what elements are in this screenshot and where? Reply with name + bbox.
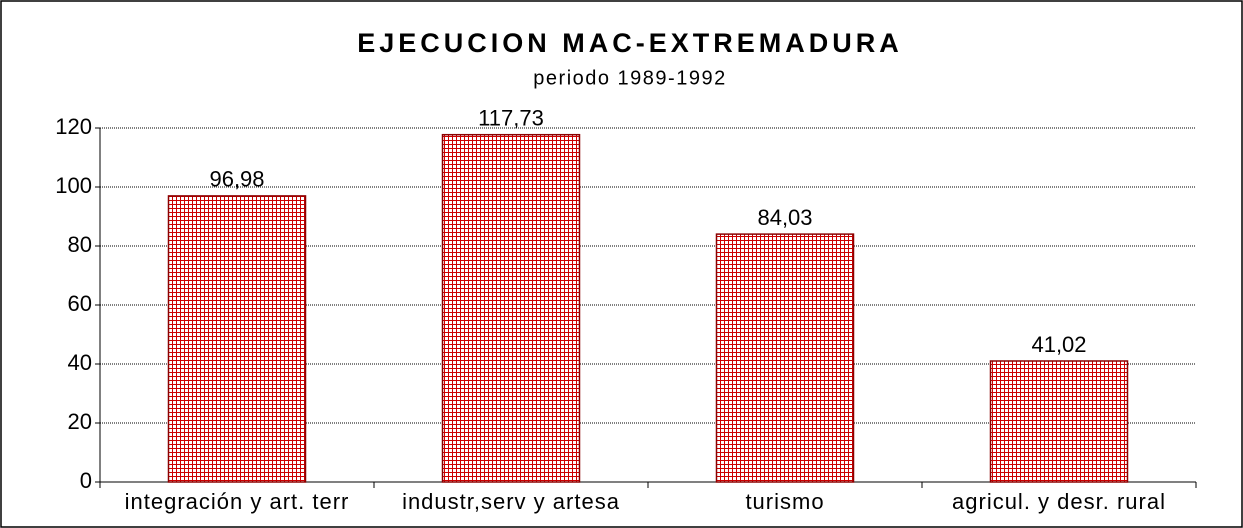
- x-tick-label: industr,serv y artesa: [402, 489, 620, 514]
- y-tick-label: 40: [68, 350, 92, 375]
- y-tick-label: 100: [55, 173, 92, 198]
- y-tick-label: 20: [68, 409, 92, 434]
- x-tick-label: turismo: [745, 489, 824, 514]
- x-tick-label: agricul. y desr. rural: [952, 489, 1166, 514]
- data-label: 41,02: [1031, 332, 1086, 357]
- data-label: 117,73: [478, 106, 544, 131]
- bar: [167, 195, 307, 483]
- bar: [989, 360, 1129, 483]
- y-tick-label: 0: [80, 468, 92, 493]
- bar: [715, 233, 855, 483]
- bar: [441, 133, 581, 483]
- chart-title: EJECUCION MAC-EXTREMADURA: [357, 28, 903, 58]
- chart-subtitle: periodo 1989-1992: [533, 67, 726, 89]
- data-label: 96,98: [209, 167, 264, 192]
- x-tick-label: integración y art. terr: [125, 489, 350, 514]
- y-tick-label: 80: [68, 232, 92, 257]
- data-label: 84,03: [757, 205, 812, 230]
- y-tick-label: 120: [55, 114, 92, 139]
- y-tick-label: 60: [68, 291, 92, 316]
